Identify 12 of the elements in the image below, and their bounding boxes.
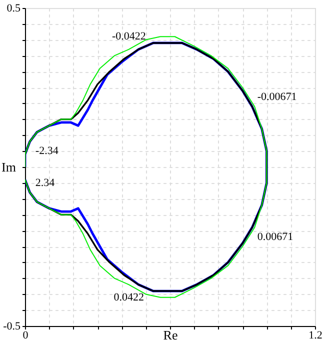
x-axis-title: Re <box>163 328 178 341</box>
annotation: 0.0422 <box>114 292 144 304</box>
x-tick-label: 0 <box>22 330 29 341</box>
y-axis-title: Im <box>2 160 16 174</box>
annotation: -0.0422 <box>112 30 146 42</box>
annotation: 0.00671 <box>257 230 294 243</box>
y-tick-label: 0.5 <box>6 2 21 14</box>
annotation: -2.34 <box>35 145 59 158</box>
x-tick-label: 1.2 <box>308 330 322 341</box>
annotation: 2.34 <box>35 176 56 189</box>
y-tick-label: -0.5 <box>3 320 21 332</box>
annotation: -0.00671 <box>257 91 297 104</box>
